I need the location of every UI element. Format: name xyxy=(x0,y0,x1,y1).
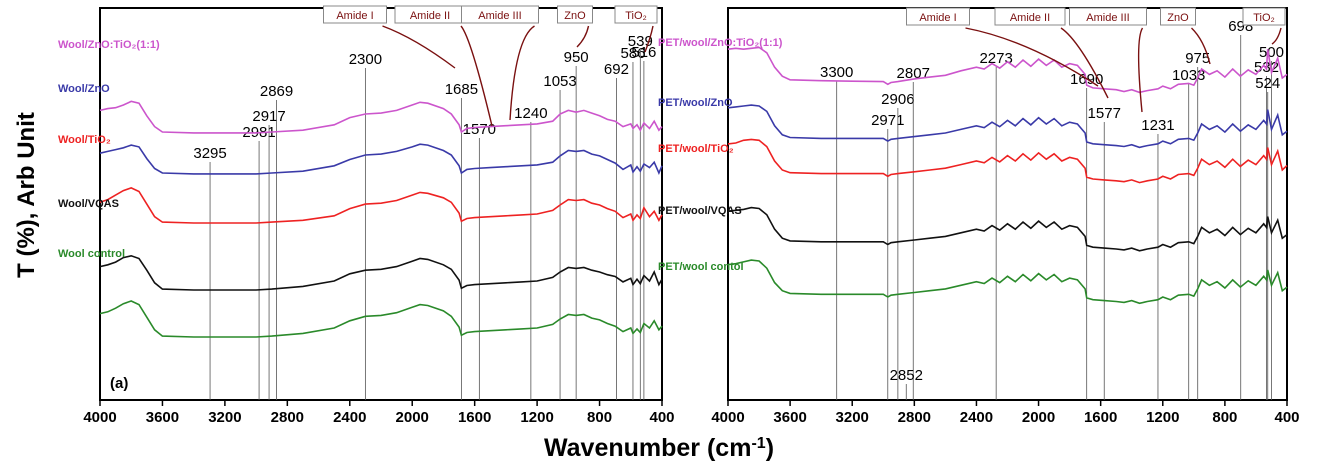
annotation-arrow xyxy=(1191,27,1211,65)
peak-label: 2906 xyxy=(881,91,914,108)
x-tick-label: 3600 xyxy=(146,409,179,426)
x-tick-label: 2000 xyxy=(396,409,429,426)
legend-entry: Wool/ZnO:TiO₂(1:1) xyxy=(58,39,160,51)
x-tick-label: 2000 xyxy=(1022,409,1055,426)
peak-label: 2300 xyxy=(349,51,382,68)
panel-label: (a) xyxy=(110,375,128,392)
x-tick-label: 2400 xyxy=(333,409,366,426)
panel-2: 3300297129062807285222731690157712311033… xyxy=(658,7,1300,426)
annotation-arrow xyxy=(1271,27,1282,45)
series-line-4 xyxy=(727,206,1288,252)
annotation-arrow xyxy=(382,25,456,69)
legend-entry: PET/wool/TiO₂ xyxy=(658,143,734,155)
x-tick-label: 2800 xyxy=(898,409,931,426)
peak-label: 1685 xyxy=(445,81,478,98)
x-tick-label: 1200 xyxy=(1146,409,1179,426)
legend-entry: PET/wool/ZnO xyxy=(658,97,733,109)
series-line-2 xyxy=(727,104,1288,149)
peak-label: 692 xyxy=(604,61,629,78)
x-tick-label: 800 xyxy=(587,409,612,426)
peak-label: 1570 xyxy=(463,121,496,138)
annotation-box xyxy=(906,7,970,26)
peak-label: 3300 xyxy=(820,64,853,81)
legend-entry: Wool control xyxy=(58,248,125,260)
x-tick-label: 4000 xyxy=(83,409,116,426)
peak-label: 1240 xyxy=(514,105,547,122)
peak-label: 2917 xyxy=(252,108,285,125)
peak-label: 1033 xyxy=(1172,67,1205,84)
annotation-arrow xyxy=(644,25,654,53)
series-line-5 xyxy=(727,259,1288,305)
peak-label: 586 xyxy=(620,45,645,62)
annotation-label: Amide I xyxy=(336,10,373,22)
legend-entry: Wool/ZnO xyxy=(58,83,110,95)
x-tick-label: 2400 xyxy=(960,409,993,426)
x-tick-label: 800 xyxy=(1212,409,1237,426)
x-tick-label: 1600 xyxy=(1084,409,1117,426)
peak-label: 2273 xyxy=(979,50,1012,67)
peak-label: 1053 xyxy=(543,73,576,90)
peak-label: 524 xyxy=(1255,75,1280,92)
legend-entry: Wool/VQAS xyxy=(58,198,119,210)
annotation-box xyxy=(557,5,593,24)
x-tick-label: 3200 xyxy=(836,409,869,426)
peak-label: 2852 xyxy=(890,367,923,384)
annotation-arrow xyxy=(576,25,590,48)
annotation-label: TiO₂ xyxy=(625,10,647,22)
peak-label: 1231 xyxy=(1141,117,1174,134)
peak-label: 516 xyxy=(631,44,656,61)
peak-label: 975 xyxy=(1185,50,1210,67)
y-axis-label: T (%), Arb Unit xyxy=(13,112,40,278)
peak-label: 539 xyxy=(628,33,653,50)
peak-label: 500 xyxy=(1259,44,1284,61)
peak-label: 2869 xyxy=(260,83,293,100)
annotation-arrow xyxy=(965,27,1099,87)
peak-label: 950 xyxy=(564,49,589,66)
peak-label: 1577 xyxy=(1088,105,1121,122)
legend-entry: PET/wool contol xyxy=(658,261,744,273)
panel-1: 3295298129172869230016851570124010539506… xyxy=(58,5,675,426)
annotation-box xyxy=(994,7,1066,26)
x-tick-label: 3600 xyxy=(773,409,806,426)
x-tick-label: 2800 xyxy=(271,409,304,426)
annotation-box xyxy=(1242,7,1286,26)
annotation-label: Amide III xyxy=(1086,12,1129,24)
x-tick-label: 3200 xyxy=(208,409,241,426)
peak-label: 3295 xyxy=(193,145,226,162)
annotation-arrow xyxy=(1137,27,1144,113)
legend-entry: Wool/TiO₂ xyxy=(58,134,111,146)
annotation-label: ZnO xyxy=(1167,12,1189,24)
annotation-label: Amide II xyxy=(1010,12,1050,24)
annotation-label: TiO₂ xyxy=(1253,12,1275,24)
series-line-3 xyxy=(727,138,1288,184)
peak-label: 2971 xyxy=(871,112,904,129)
annotation-box xyxy=(323,5,387,24)
annotation-box xyxy=(1069,7,1147,26)
annotation-box xyxy=(614,5,658,24)
series-line-5 xyxy=(99,300,663,338)
series-line-1 xyxy=(727,46,1288,94)
annotation-box xyxy=(461,5,539,24)
x-tick-label: 400 xyxy=(649,409,674,426)
x-tick-label: 1200 xyxy=(520,409,553,426)
legend-entry: PET/wool/VQAS xyxy=(658,205,742,217)
series-line-1 xyxy=(99,100,663,134)
annotation-label: Amide I xyxy=(919,12,956,24)
annotation-box xyxy=(1160,7,1196,26)
annotation-arrow xyxy=(509,25,535,121)
x-tick-label: 400 xyxy=(1274,409,1299,426)
annotation-arrow xyxy=(460,25,493,127)
annotation-label: Amide III xyxy=(478,10,521,22)
series-line-4 xyxy=(99,254,663,291)
x-axis-label: Wavenumber (cm-1) xyxy=(544,434,774,462)
x-tick-label: 4000 xyxy=(711,409,744,426)
annotation-label: ZnO xyxy=(564,10,586,22)
annotation-label: Amide II xyxy=(410,10,450,22)
x-tick-label: 1600 xyxy=(458,409,491,426)
series-line-3 xyxy=(99,187,663,224)
legend-entry: PET/wool/ZnO:TiO₂(1:1) xyxy=(658,37,783,49)
annotation-arrow xyxy=(1060,27,1109,99)
series-line-2 xyxy=(99,143,663,176)
